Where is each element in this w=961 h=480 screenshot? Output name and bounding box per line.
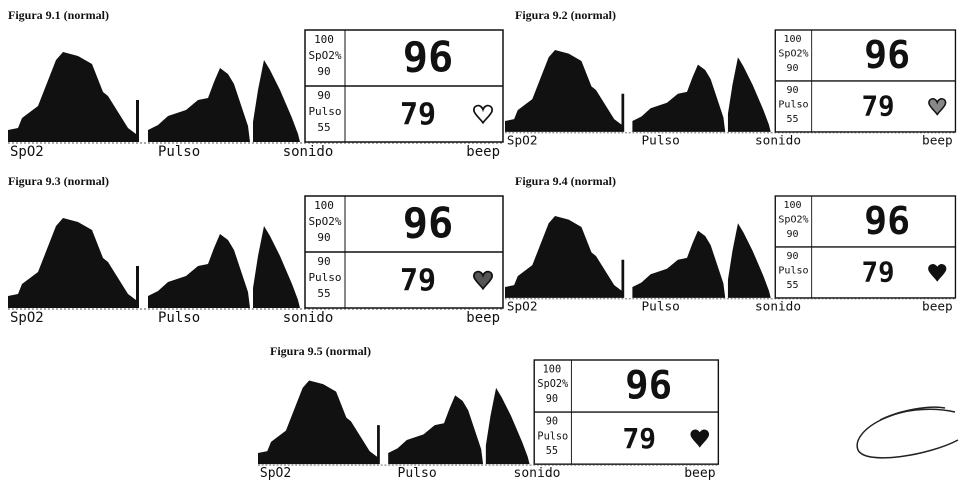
footer-label: sonido — [283, 144, 334, 160]
footer-label: SpO2 — [507, 300, 538, 315]
footer-label: Pulso — [398, 466, 437, 480]
spo2-value: 96 — [864, 34, 910, 78]
pulse-label: Pulso — [308, 105, 341, 118]
monitor-display: 100 SpO2% 90 96 90 Pulso 55 79 SpO2 Pulso sonido be… — [505, 30, 955, 149]
spo2-label: SpO2% — [778, 215, 808, 226]
page: Figura 9.1 (normal) 100 SpO2% 90 96 90 Pulso 55… — [0, 0, 961, 480]
pulse-value: 79 — [400, 98, 436, 133]
footer-label: SpO2 — [10, 144, 44, 160]
heart-icon — [929, 99, 946, 115]
footer-label: beep — [466, 310, 500, 326]
waveform — [505, 216, 771, 298]
pulse-low: 55 — [787, 114, 799, 125]
caption: Figura 9.3 (normal) — [8, 174, 109, 188]
footer-label: sonido — [755, 300, 801, 315]
footer-label: beep — [466, 144, 500, 160]
spo2-value: 96 — [403, 33, 454, 82]
footer-label: SpO2 — [260, 466, 291, 480]
signature — [857, 407, 958, 458]
pulse-low: 55 — [787, 280, 799, 291]
pulse-value: 79 — [862, 258, 895, 289]
spo2-high: 100 — [314, 199, 334, 212]
spo2-low: 90 — [787, 63, 799, 74]
monitor-display: 100 SpO2% 90 96 90 Pulso 55 79 SpO2 Pulso sonido be… — [8, 196, 503, 326]
spo2-high: 100 — [784, 200, 802, 211]
pulse-value: 79 — [623, 422, 657, 455]
footer-label: Pulso — [642, 300, 680, 315]
pulse-low: 55 — [317, 121, 330, 134]
footer-label: Pulso — [158, 310, 200, 326]
heart-icon — [474, 106, 492, 123]
spo2-value: 96 — [403, 199, 454, 248]
pulse-label: Pulso — [537, 431, 568, 442]
footer-label: SpO2 — [10, 310, 44, 326]
footer-label: beep — [684, 466, 716, 480]
spo2-label: SpO2% — [537, 379, 568, 390]
footer-label: Pulso — [158, 144, 200, 160]
pulse-label: Pulso — [778, 266, 808, 277]
caption: Figura 9.5 (normal) — [270, 344, 371, 358]
footer-label: beep — [922, 300, 953, 315]
spo2-label: SpO2% — [308, 49, 341, 62]
footer-label: SpO2 — [507, 134, 538, 149]
spo2-value: 96 — [625, 363, 672, 408]
spo2-label: SpO2% — [308, 215, 341, 228]
spo2-low: 90 — [787, 229, 799, 240]
spo2-label: SpO2% — [778, 49, 808, 60]
footer-label: sonido — [283, 310, 334, 326]
spo2-low: 90 — [317, 65, 330, 78]
caption: Figura 9.2 (normal) — [515, 8, 616, 22]
spo2-high: 100 — [543, 364, 561, 375]
pulse-high: 90 — [787, 251, 799, 262]
heart-icon — [691, 430, 708, 446]
pulse-high: 90 — [787, 85, 799, 96]
caption: Figura 9.4 (normal) — [515, 174, 616, 188]
pulse-value: 79 — [862, 92, 895, 123]
spo2-high: 100 — [314, 33, 334, 46]
heart-icon — [929, 265, 946, 281]
waveform — [505, 50, 771, 132]
pulse-high: 90 — [317, 255, 330, 268]
waveform — [8, 218, 300, 308]
spo2-value: 96 — [864, 200, 910, 244]
heart-icon — [474, 272, 492, 289]
spo2-low: 90 — [546, 394, 558, 405]
waveform — [8, 52, 300, 142]
pulse-high: 90 — [317, 89, 330, 102]
footer-label: sonido — [513, 466, 560, 480]
pulse-value: 79 — [400, 264, 436, 299]
pulse-low: 55 — [546, 446, 558, 457]
waveform — [258, 380, 530, 464]
pulse-label: Pulso — [778, 100, 808, 111]
spo2-low: 90 — [317, 231, 330, 244]
spo2-high: 100 — [784, 34, 802, 45]
caption: Figura 9.1 (normal) — [8, 8, 109, 22]
pulse-high: 90 — [546, 416, 558, 427]
monitor-display: 100 SpO2% 90 96 90 Pulso 55 79 SpO2 Pulso sonido be… — [258, 360, 718, 480]
monitor-display: 100 SpO2% 90 96 90 Pulso 55 79 SpO2 Pulso sonido be… — [8, 30, 503, 160]
pulse-label: Pulso — [308, 271, 341, 284]
footer-label: Pulso — [642, 134, 680, 149]
footer-label: beep — [922, 134, 953, 149]
footer-label: sonido — [755, 134, 801, 149]
monitor-display: 100 SpO2% 90 96 90 Pulso 55 79 SpO2 Pulso sonido be… — [505, 196, 955, 315]
pulse-low: 55 — [317, 287, 330, 300]
